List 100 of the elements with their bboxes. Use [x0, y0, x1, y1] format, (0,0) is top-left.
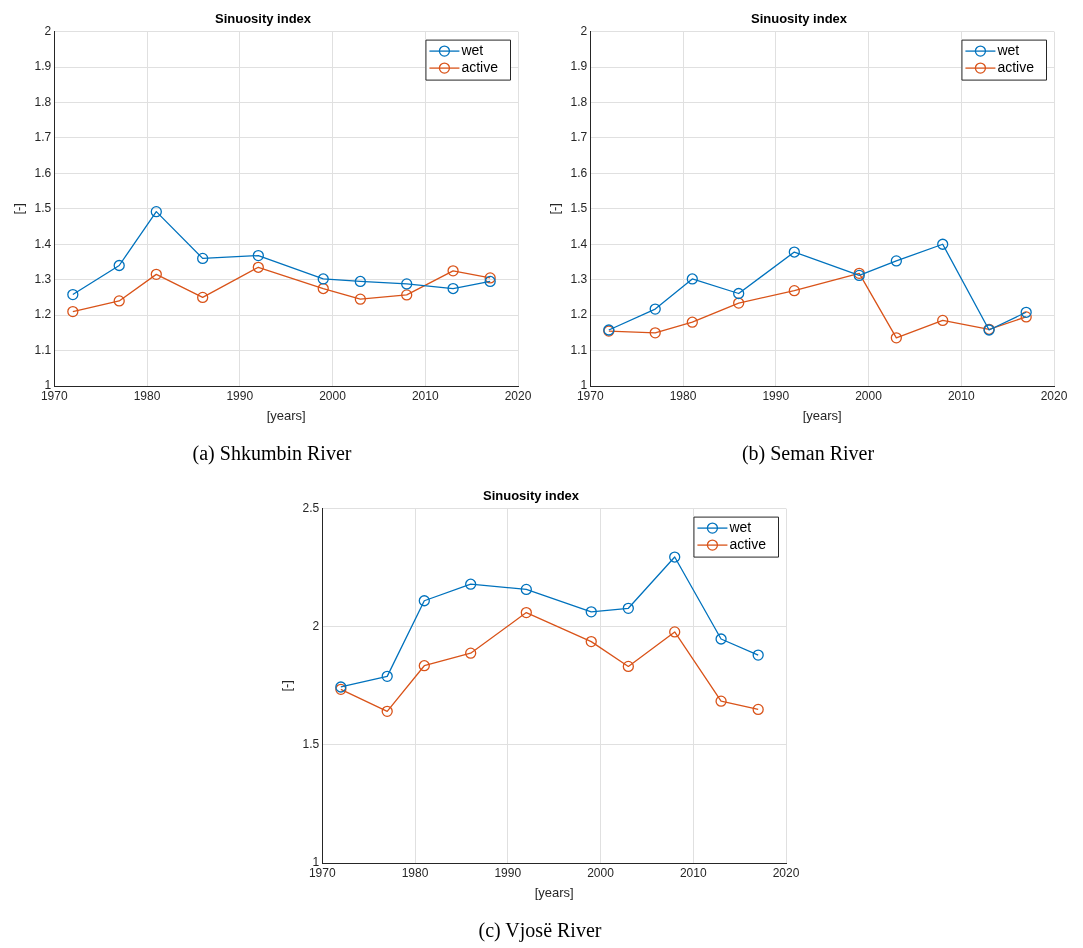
- point: [890, 255, 902, 267]
- text: (b) Seman River: [740, 442, 876, 465]
- point: [381, 670, 393, 682]
- y-tick-label: 1.9: [34, 59, 52, 74]
- chart-title: Sinuosity index: [482, 488, 580, 504]
- x-axis-title: [years]: [802, 407, 842, 423]
- y-tick-label: 2.5: [302, 500, 320, 515]
- legend-label: wet: [728, 518, 752, 535]
- point: [465, 578, 477, 590]
- legend-label: active: [997, 58, 1035, 75]
- x-tick-label: 2020: [772, 865, 800, 880]
- point: [484, 275, 496, 288]
- y-tick-label: 1.5: [302, 737, 320, 752]
- legend-label: wet: [460, 41, 484, 58]
- x-tick-label: 1980: [133, 388, 161, 403]
- point: [354, 293, 366, 305]
- y-tick-label: 1.9: [570, 59, 588, 74]
- y-tick-label: 1.7: [34, 130, 52, 145]
- x-axis-title: [years]: [266, 407, 306, 423]
- x-tick-label: 2010: [679, 865, 707, 880]
- legend-label: wet: [996, 41, 1020, 58]
- point: [418, 595, 430, 607]
- y-axis-title: [-]: [279, 680, 295, 692]
- y-tick-label: 1.8: [570, 94, 588, 109]
- point: [937, 238, 949, 250]
- y-tick-label: 1.6: [570, 165, 588, 180]
- point: [252, 249, 264, 262]
- legend-label: active: [729, 535, 767, 552]
- text: (c) Vjosë River: [477, 919, 603, 942]
- y-tick-label: 1.6: [34, 165, 52, 180]
- point: [890, 332, 902, 344]
- y-tick-label: 1.7: [570, 130, 588, 145]
- point: [113, 259, 125, 272]
- y-tick-label: 1.3: [570, 271, 588, 286]
- x-tick-label: 2010: [947, 388, 975, 403]
- point: [649, 327, 661, 339]
- point: [401, 289, 413, 301]
- x-tick-label: 1980: [401, 865, 429, 880]
- point: [733, 287, 745, 300]
- point: [733, 297, 745, 309]
- point: [622, 602, 634, 614]
- point: [686, 316, 698, 328]
- point: [715, 633, 727, 645]
- y-tick-label: 1.4: [570, 236, 588, 251]
- y-tick-label: 1.3: [34, 271, 52, 286]
- point: [1020, 311, 1032, 323]
- point: [354, 275, 366, 288]
- point: [252, 261, 264, 273]
- x-tick-label: 2000: [855, 388, 883, 403]
- point: [752, 703, 764, 716]
- x-tick-label: 2000: [319, 388, 347, 403]
- point: [788, 285, 800, 297]
- point: [67, 288, 79, 301]
- point: [447, 265, 459, 277]
- point: [788, 246, 800, 258]
- point: [317, 273, 329, 285]
- x-axis-title: [years]: [534, 884, 574, 900]
- point: [447, 282, 459, 295]
- point: [585, 635, 597, 648]
- point: [317, 282, 329, 295]
- point: [113, 295, 125, 307]
- point: [197, 291, 209, 304]
- x-tick-label: 1980: [669, 388, 697, 403]
- point: [649, 303, 661, 315]
- x-tick-label: 1970: [576, 388, 604, 403]
- point: [67, 305, 79, 318]
- point: [669, 551, 681, 563]
- y-tick-label: 1.2: [570, 307, 588, 322]
- point: [401, 278, 413, 290]
- y-axis-title: [-]: [547, 203, 563, 215]
- point: [150, 205, 162, 218]
- x-tick-label: 2020: [1040, 388, 1068, 403]
- point: [418, 660, 430, 672]
- y-tick-label: 1.5: [570, 201, 588, 216]
- x-tick-label: 1990: [226, 388, 254, 403]
- y-tick-label: 1.5: [34, 201, 52, 216]
- y-axis-title: [-]: [11, 203, 27, 215]
- y-tick-label: 1.4: [34, 236, 52, 251]
- y-tick-label: 1.2: [34, 307, 52, 322]
- x-tick-label: 2010: [411, 388, 439, 403]
- x-tick-label: 2000: [587, 865, 615, 880]
- y-tick-label: 2: [44, 23, 52, 38]
- point: [715, 695, 727, 707]
- y-tick-label: 1.1: [34, 342, 52, 357]
- point: [686, 273, 698, 285]
- point: [465, 647, 477, 659]
- point: [520, 583, 532, 596]
- point: [520, 606, 532, 619]
- x-tick-label: 1990: [494, 865, 522, 880]
- point: [1020, 306, 1032, 318]
- point: [484, 272, 496, 284]
- point: [669, 626, 681, 638]
- point: [937, 314, 949, 327]
- point: [381, 705, 393, 717]
- y-tick-label: 1.8: [34, 94, 52, 109]
- legend-label: active: [461, 58, 499, 75]
- chart-title: Sinuosity index: [750, 11, 848, 27]
- point: [622, 660, 634, 673]
- x-tick-label: 2020: [504, 388, 532, 403]
- x-tick-label: 1970: [40, 388, 68, 403]
